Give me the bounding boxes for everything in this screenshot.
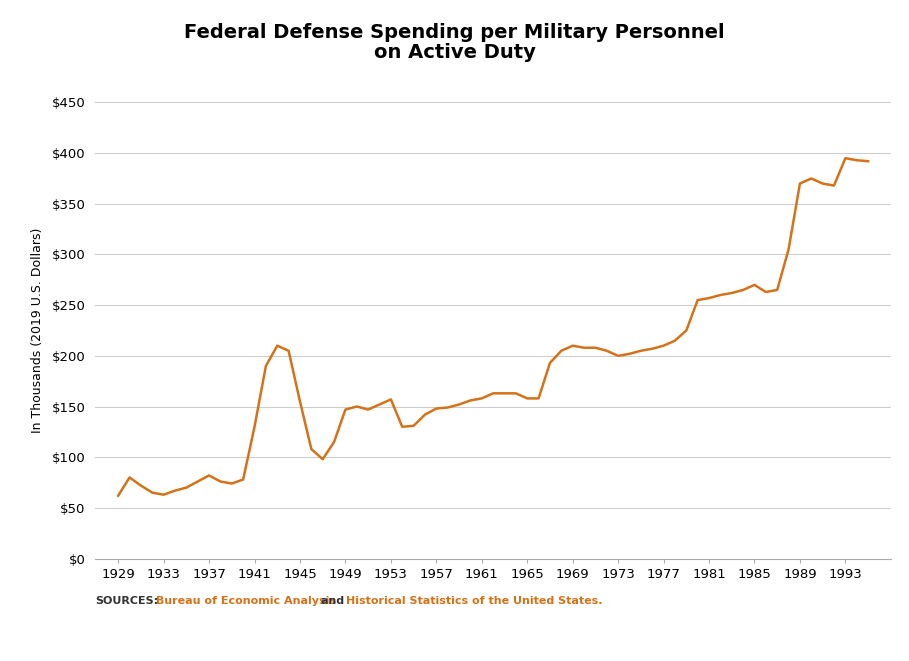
- Text: SOURCES:: SOURCES:: [95, 596, 158, 606]
- Text: Bureau of Economic Analysis: Bureau of Economic Analysis: [152, 596, 335, 606]
- Text: and: and: [317, 596, 348, 606]
- Text: Historical Statistics of the United States.: Historical Statistics of the United Stat…: [346, 596, 603, 606]
- Text: St. Louis: St. Louis: [219, 633, 299, 646]
- Text: of: of: [196, 633, 211, 646]
- Text: on Active Duty: on Active Duty: [374, 43, 535, 62]
- Text: Federal Reserve Bank: Federal Reserve Bank: [16, 633, 208, 646]
- Text: Federal Defense Spending per Military Personnel: Federal Defense Spending per Military Pe…: [185, 23, 724, 42]
- Y-axis label: In Thousands (2019 U.S. Dollars): In Thousands (2019 U.S. Dollars): [31, 228, 44, 433]
